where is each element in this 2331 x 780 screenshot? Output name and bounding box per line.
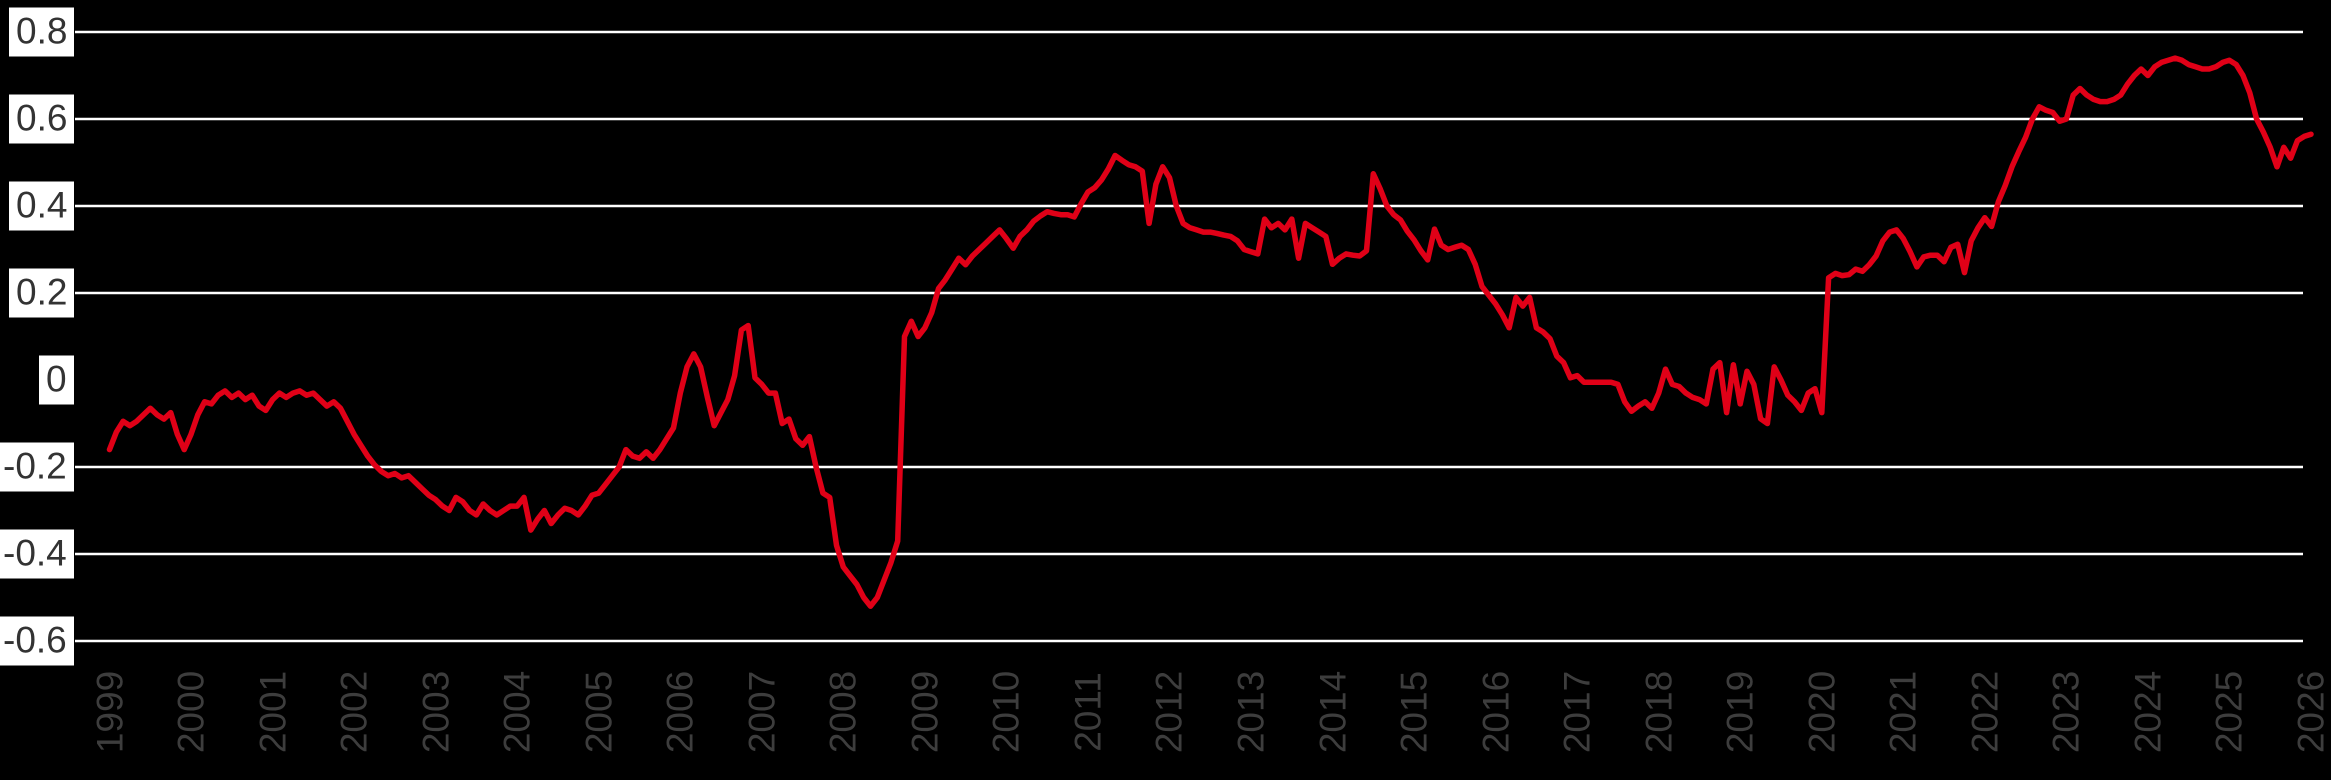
x-tick-label-2006: 2006 — [659, 670, 701, 754]
x-tick-label-2019: 2019 — [1719, 670, 1761, 754]
y-tick-label-0.4: 0.4 — [9, 181, 75, 231]
y-tick-label-0.2: 0.2 — [9, 268, 75, 318]
x-tick-label-2023: 2023 — [2045, 670, 2087, 754]
x-tick-label-2017: 2017 — [1556, 670, 1598, 754]
x-tick-label-2026: 2026 — [2290, 670, 2331, 754]
x-tick-label-2013: 2013 — [1230, 670, 1272, 754]
x-tick-label-2025: 2025 — [2208, 670, 2250, 754]
x-tick-label-2022: 2022 — [1964, 670, 2006, 754]
x-tick-label-2020: 2020 — [1801, 670, 1843, 754]
y-tick-label-0.8: 0.8 — [9, 7, 75, 57]
x-tick-label-2011: 2011 — [1067, 672, 1109, 752]
x-tick-label-1999: 1999 — [89, 670, 130, 754]
y-tick-label--0.4: -0.4 — [0, 529, 74, 579]
y-tick-label-0: 0 — [39, 355, 74, 405]
x-tick-label-2014: 2014 — [1312, 670, 1354, 754]
x-tick-label-2021: 2021 — [1882, 670, 1924, 754]
x-tick-label-2015: 2015 — [1393, 670, 1435, 754]
x-tick-label-2001: 2001 — [252, 670, 294, 754]
x-tick-label-2005: 2005 — [578, 670, 620, 754]
x-tick-label-2003: 2003 — [415, 670, 457, 754]
x-tick-label-2009: 2009 — [904, 670, 946, 754]
x-tick-label-2000: 2000 — [170, 670, 212, 754]
gridlines — [75, 30, 2303, 643]
x-tick-label-2024: 2024 — [2127, 670, 2169, 754]
x-tick-label-2004: 2004 — [496, 670, 538, 754]
y-tick-label-0.6: 0.6 — [9, 94, 75, 144]
x-tick-label-2007: 2007 — [741, 670, 783, 754]
x-tick-label-2018: 2018 — [1638, 670, 1680, 754]
x-tick-label-2002: 2002 — [333, 670, 375, 754]
y-tick-label--0.2: -0.2 — [0, 442, 74, 492]
x-tick-label-2010: 2010 — [985, 670, 1027, 754]
y-tick-label--0.6: -0.6 — [0, 616, 74, 666]
x-tick-label-2008: 2008 — [822, 670, 864, 754]
x-tick-label-2012: 2012 — [1148, 670, 1190, 754]
x-tick-label-2016: 2016 — [1475, 670, 1517, 754]
series-line — [106, 55, 2314, 609]
